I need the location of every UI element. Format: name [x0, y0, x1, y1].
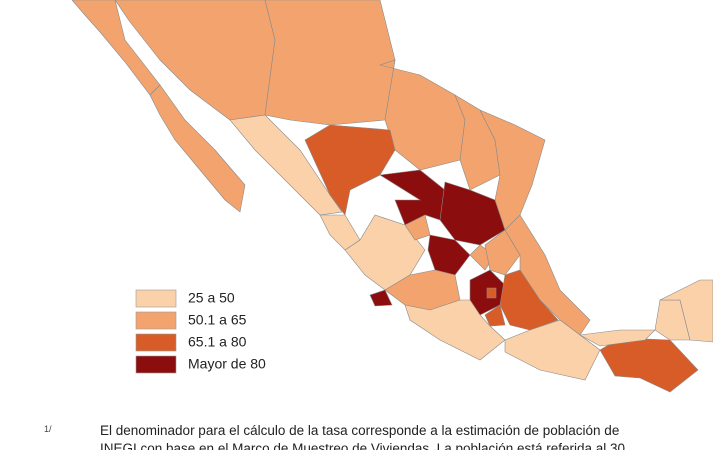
jalisco: [344, 214, 426, 291]
oaxaca: [504, 319, 601, 381]
footnote-line: El denominador para el cálculo de la tas…: [100, 423, 620, 438]
legend-label: Mayor de 80: [188, 356, 266, 372]
legend-swatch: [135, 333, 177, 352]
baja-california-sur: [149, 84, 246, 213]
chihuahua: [264, 0, 396, 126]
sinaloa: [229, 114, 343, 216]
coahuila: [378, 59, 466, 171]
chiapas: [599, 337, 699, 393]
states: [71, 0, 713, 393]
hidalgo: [484, 229, 521, 276]
legend-label: 50.1 a 65: [188, 312, 247, 328]
morelos: [484, 304, 506, 327]
guerrero: [404, 299, 506, 361]
legend-swatch: [135, 311, 177, 330]
legend-swatch: [135, 355, 177, 374]
puebla: [499, 269, 559, 331]
footnote-line: INEGI con base en el Marco de Muestreo d…: [100, 441, 626, 450]
zacatecas: [379, 169, 446, 226]
legend-swatch: [135, 289, 177, 308]
tabasco: [579, 329, 656, 347]
ciudad-de-mexico: [486, 287, 497, 299]
legend-label: 25 a 50: [188, 290, 235, 306]
san-luis-potosi: [439, 181, 506, 246]
legend: 25 a 50 50.1 a 65 65.1 a 80 Mayor de 80: [135, 289, 266, 374]
yucatan-quintana-roo: [659, 279, 713, 343]
footnote-marker: 1/: [44, 424, 52, 434]
colima: [369, 289, 393, 307]
legend-label: 65.1 a 80: [188, 334, 247, 350]
